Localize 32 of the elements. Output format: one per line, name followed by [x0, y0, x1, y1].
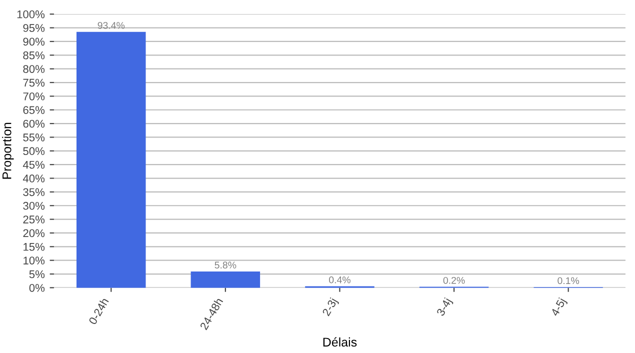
y-tick-label: 0% — [29, 284, 45, 292]
y-axis-title: Proportion — [2, 122, 14, 179]
bar — [76, 32, 146, 288]
y-tick-label: 10% — [24, 256, 45, 264]
data-label: 5.8% — [214, 262, 236, 269]
y-tick-label: 85% — [23, 51, 45, 60]
y-tick-label: 5% — [29, 270, 45, 278]
y-tick-label: 40% — [22, 174, 45, 182]
y-tick-label: 35% — [23, 188, 45, 196]
y-tick-label: 15% — [24, 242, 45, 251]
y-tick-label: 30% — [23, 202, 45, 210]
data-label: 0.2% — [443, 276, 465, 284]
data-label: 0.1% — [558, 277, 580, 284]
y-tick-label: 45% — [22, 160, 45, 169]
y-tick-label: 60% — [23, 120, 45, 128]
data-label: 93.4% — [98, 22, 125, 29]
x-tick-label: 4-5j — [550, 297, 568, 318]
y-tick-label: 25% — [23, 216, 45, 224]
y-tick-label: 70% — [23, 92, 45, 100]
data-label: 0.4% — [329, 276, 350, 284]
bar — [190, 271, 260, 288]
y-tick-label: 75% — [23, 78, 45, 87]
y-tick-label: 100% — [17, 10, 45, 18]
y-tick-label: 65% — [23, 106, 45, 114]
y-tick-label: 20% — [23, 229, 45, 238]
y-tick-label: 55% — [23, 134, 45, 142]
y-tick-label: 90% — [23, 38, 45, 46]
x-tick-label: 3-4j — [436, 297, 454, 318]
y-tick-label: 95% — [23, 24, 45, 32]
y-tick-label: 80% — [23, 65, 45, 73]
y-tick-label: 50% — [23, 147, 45, 156]
x-axis-title: Délais — [323, 337, 357, 347]
